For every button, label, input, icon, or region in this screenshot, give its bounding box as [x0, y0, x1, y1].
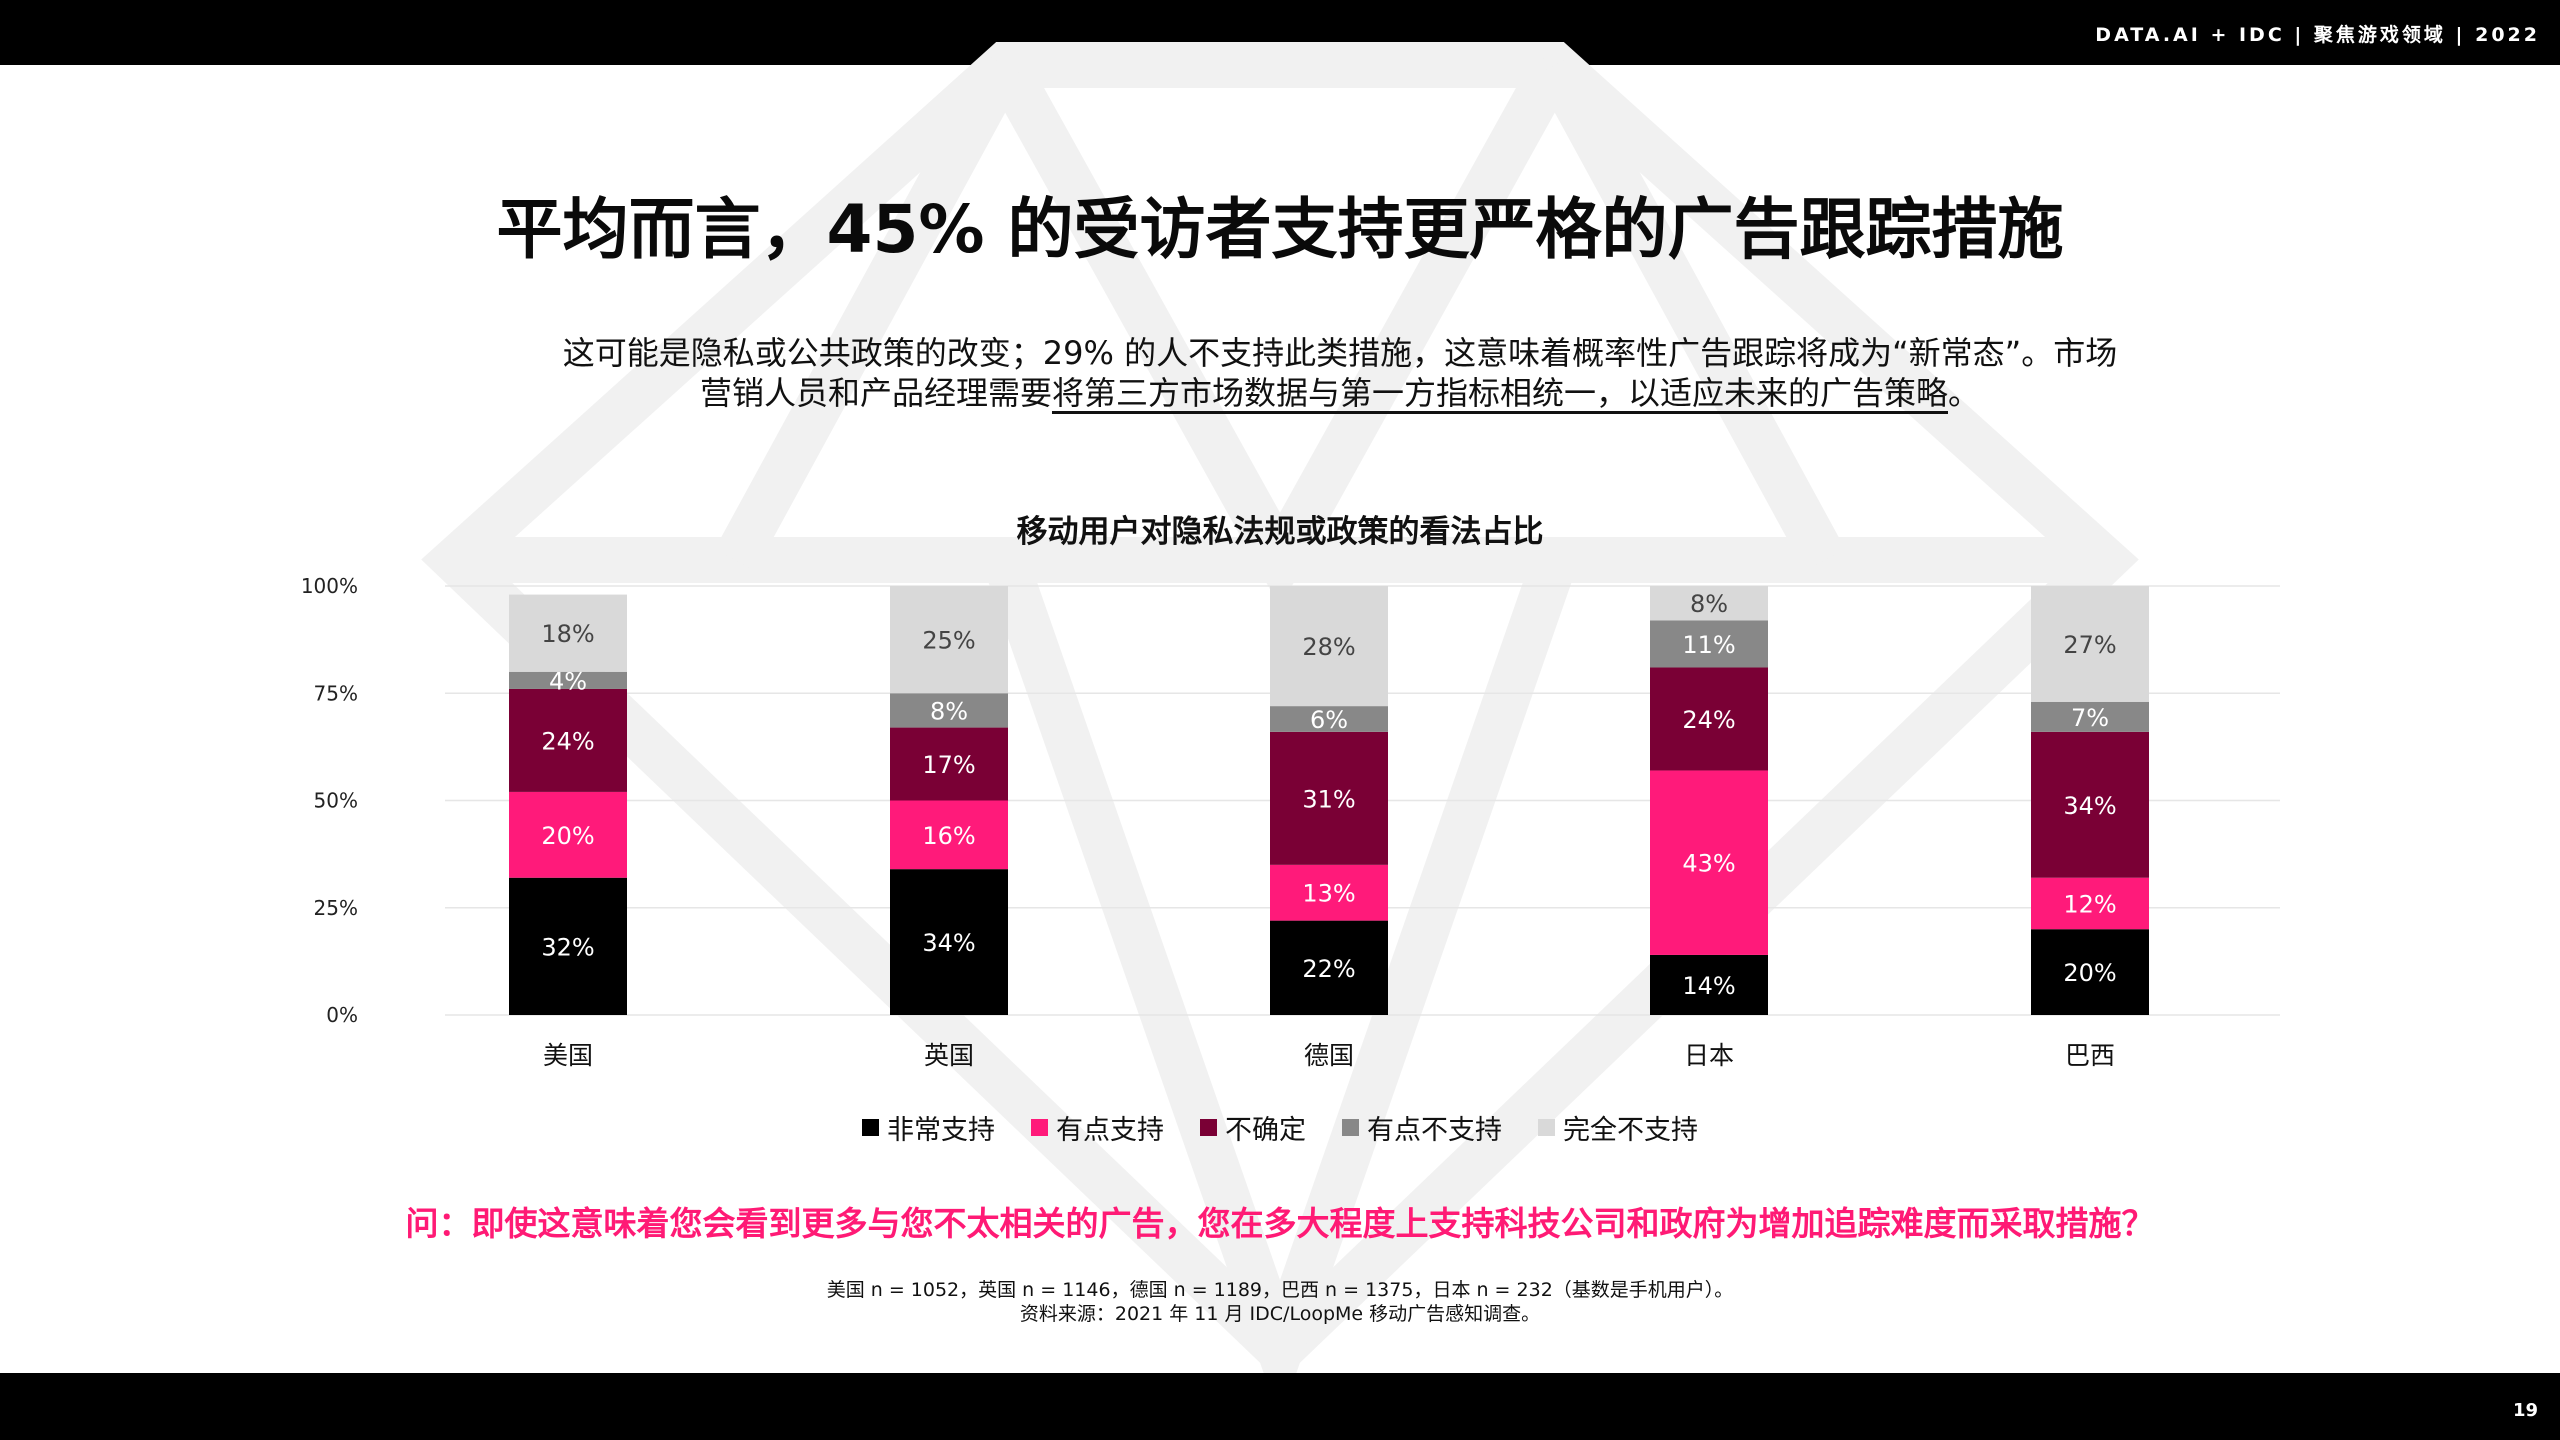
data-label: 12%	[2063, 890, 2116, 918]
data-label: 32%	[541, 933, 594, 961]
header-brand: DATA.AI + IDC | 聚焦游戏领域 | 2022	[2095, 24, 2540, 46]
legend-label: 非常支持	[887, 1115, 995, 1146]
data-label: 11%	[1682, 631, 1735, 659]
bar-segment	[1270, 706, 1388, 732]
x-category-label: 美国	[543, 1041, 593, 1070]
y-tick-label: 100%	[301, 574, 358, 598]
legend-swatch	[1342, 1119, 1359, 1136]
page-number: 19	[2512, 1400, 2538, 1421]
legend-label: 有点不支持	[1367, 1115, 1502, 1146]
data-label: 31%	[1302, 785, 1355, 813]
data-label: 20%	[2063, 959, 2116, 987]
bar-segment	[2031, 731, 2149, 878]
data-label: 17%	[922, 751, 975, 779]
legend-item: 有点不支持	[1342, 1108, 1502, 1147]
bar-segment	[509, 594, 627, 672]
subtitle-line-2: 营销人员和产品经理需要将第三方市场数据与第一方指标相统一，以适应未来的广告策略。	[530, 373, 2150, 413]
footnote: 美国 n = 1052，英国 n = 1146，德国 n = 1189，巴西 n…	[0, 1278, 2560, 1326]
x-category-label: 英国	[924, 1041, 974, 1070]
y-tick-label: 25%	[314, 896, 358, 920]
bar-segment	[2031, 701, 2149, 732]
bar-segment	[1650, 954, 1768, 1015]
bar-segment	[890, 586, 1008, 694]
chart-legend: 非常支持 有点支持 不确定 有点不支持 完全不支持	[0, 1108, 2560, 1147]
bar-segment	[890, 727, 1008, 801]
subtitle-underlined-text: 将第三方市场数据与第一方指标相统一，以适应未来的广告策略	[1051, 374, 1948, 412]
legend-swatch	[1200, 1119, 1217, 1136]
bar-segment	[2031, 929, 2149, 1015]
data-label: 24%	[1682, 706, 1735, 734]
bar-segment	[1270, 586, 1388, 707]
legend-item: 有点支持	[1031, 1108, 1164, 1147]
y-tick-label: 75%	[314, 681, 358, 705]
legend-label: 有点支持	[1056, 1115, 1164, 1146]
bar-segment	[1270, 731, 1388, 865]
data-label: 25%	[922, 627, 975, 655]
data-label: 8%	[930, 697, 968, 725]
subtitle: 这可能是隐私或公共政策的改变；29% 的人不支持此类措施，这意味着概率性广告跟踪…	[530, 333, 2150, 413]
bar-segment	[1270, 920, 1388, 1015]
bar-segment	[509, 791, 627, 878]
legend-item: 不确定	[1200, 1108, 1306, 1147]
data-label: 43%	[1682, 850, 1735, 878]
sample-note: 美国 n = 1052，英国 n = 1146，德国 n = 1189，巴西 n…	[826, 1279, 1734, 1301]
bar-segment	[890, 869, 1008, 1015]
bar-segment	[1270, 864, 1388, 921]
legend-label: 完全不支持	[1563, 1115, 1698, 1146]
subtitle-line-1: 这可能是隐私或公共政策的改变；29% 的人不支持此类措施，这意味着概率性广告跟踪…	[562, 334, 2118, 372]
data-label: 24%	[541, 727, 594, 755]
y-tick-label: 50%	[314, 789, 358, 813]
legend-item: 非常支持	[862, 1108, 995, 1147]
data-label: 4%	[549, 667, 587, 695]
data-label: 13%	[1302, 880, 1355, 908]
bar-segment	[2031, 586, 2149, 702]
data-label: 16%	[922, 822, 975, 850]
legend-label: 不确定	[1225, 1115, 1306, 1146]
subtitle-line-2-plain: 营销人员和产品经理需要	[699, 374, 1052, 412]
survey-question: 问：即使这意味着您会看到更多与您不太相关的广告，您在多大程度上支持科技公司和政府…	[405, 1204, 2155, 1243]
data-label: 7%	[2071, 704, 2109, 732]
data-label: 22%	[1302, 955, 1355, 983]
bar-segment	[509, 671, 627, 689]
bar-segment	[890, 800, 1008, 870]
bar-segment	[509, 877, 627, 1015]
legend-swatch	[1031, 1119, 1048, 1136]
data-label: 18%	[541, 620, 594, 648]
bar-segment	[1650, 620, 1768, 668]
bar-segment	[509, 688, 627, 792]
data-label: 20%	[541, 822, 594, 850]
legend-swatch	[1538, 1119, 1555, 1136]
data-label: 14%	[1682, 972, 1735, 1000]
x-category-label: 巴西	[2065, 1041, 2115, 1070]
subtitle-line-2-end: 。	[1948, 374, 1981, 412]
chart-title: 移动用户对隐私法规或政策的看法占比	[1016, 514, 1544, 550]
bar-segment	[1650, 667, 1768, 771]
legend-item: 完全不支持	[1538, 1108, 1698, 1147]
data-label: 6%	[1310, 706, 1348, 734]
data-label: 28%	[1302, 633, 1355, 661]
bar-segment	[890, 693, 1008, 728]
legend-swatch	[862, 1119, 879, 1136]
bar-segment	[2031, 877, 2149, 930]
data-label: 27%	[2063, 631, 2116, 659]
data-label: 34%	[922, 929, 975, 957]
page-title: 平均而言，45% 的受访者支持更严格的广告跟踪措施	[496, 191, 2064, 268]
source-note: 资料来源：2021 年 11 月 IDC/LoopMe 移动广告感知调查。	[1019, 1303, 1541, 1325]
x-category-label: 德国	[1304, 1041, 1354, 1070]
bar-segment	[1650, 770, 1768, 955]
y-tick-label: 0%	[326, 1003, 358, 1027]
data-label: 34%	[2063, 792, 2116, 820]
bar-segment	[1650, 586, 1768, 621]
x-category-label: 日本	[1684, 1041, 1734, 1070]
bottom-bar: 19	[0, 1373, 2560, 1440]
data-label: 8%	[1690, 590, 1728, 618]
